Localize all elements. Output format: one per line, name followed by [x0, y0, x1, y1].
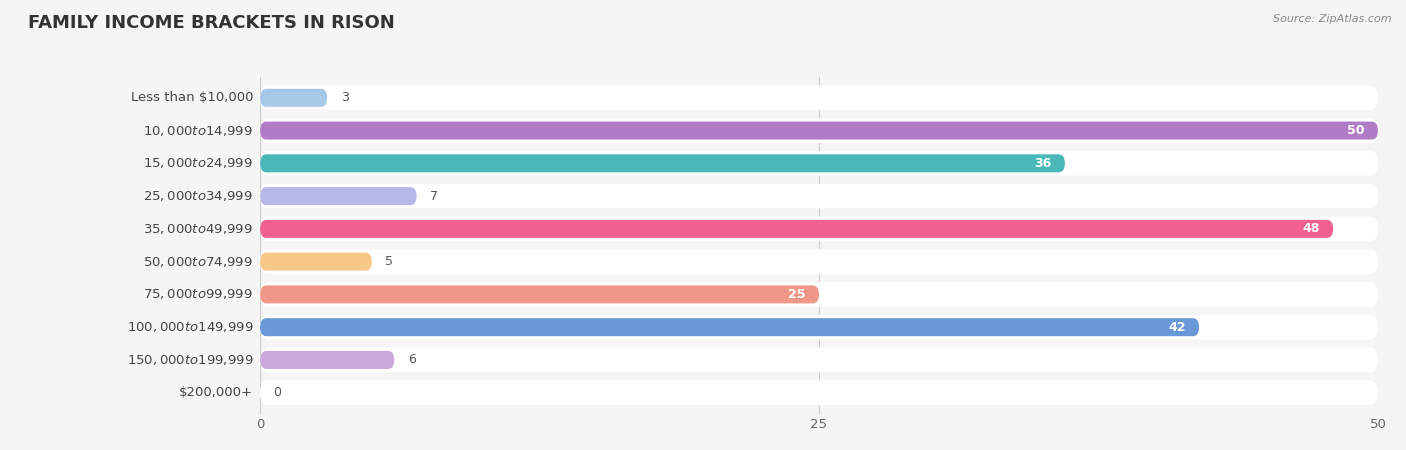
Text: $75,000 to $99,999: $75,000 to $99,999: [143, 288, 253, 302]
FancyBboxPatch shape: [260, 220, 1333, 238]
FancyBboxPatch shape: [260, 315, 1378, 339]
FancyBboxPatch shape: [260, 151, 1378, 176]
FancyBboxPatch shape: [260, 380, 1378, 405]
FancyBboxPatch shape: [260, 252, 371, 270]
Text: $10,000 to $14,999: $10,000 to $14,999: [143, 124, 253, 138]
FancyBboxPatch shape: [260, 282, 1378, 307]
Text: 25: 25: [789, 288, 806, 301]
FancyBboxPatch shape: [260, 285, 818, 303]
Text: $200,000+: $200,000+: [179, 386, 253, 399]
Text: $100,000 to $149,999: $100,000 to $149,999: [127, 320, 253, 334]
Text: 48: 48: [1302, 222, 1320, 235]
Text: 50: 50: [1347, 124, 1364, 137]
FancyBboxPatch shape: [260, 89, 328, 107]
FancyBboxPatch shape: [260, 351, 394, 369]
Text: $50,000 to $74,999: $50,000 to $74,999: [143, 255, 253, 269]
FancyBboxPatch shape: [260, 318, 1199, 336]
FancyBboxPatch shape: [260, 348, 1378, 372]
Text: $35,000 to $49,999: $35,000 to $49,999: [143, 222, 253, 236]
Text: $15,000 to $24,999: $15,000 to $24,999: [143, 156, 253, 171]
FancyBboxPatch shape: [260, 154, 1064, 172]
FancyBboxPatch shape: [260, 216, 1378, 241]
Text: $150,000 to $199,999: $150,000 to $199,999: [127, 353, 253, 367]
Text: 36: 36: [1035, 157, 1052, 170]
Text: 3: 3: [340, 91, 349, 104]
FancyBboxPatch shape: [260, 187, 416, 205]
Text: FAMILY INCOME BRACKETS IN RISON: FAMILY INCOME BRACKETS IN RISON: [28, 14, 395, 32]
FancyBboxPatch shape: [260, 184, 1378, 208]
Text: 7: 7: [430, 189, 439, 202]
FancyBboxPatch shape: [260, 122, 1378, 140]
Text: 6: 6: [408, 353, 416, 366]
Text: $25,000 to $34,999: $25,000 to $34,999: [143, 189, 253, 203]
Text: 42: 42: [1168, 321, 1185, 333]
Text: Less than $10,000: Less than $10,000: [131, 91, 253, 104]
FancyBboxPatch shape: [260, 118, 1378, 143]
FancyBboxPatch shape: [260, 249, 1378, 274]
Text: Source: ZipAtlas.com: Source: ZipAtlas.com: [1274, 14, 1392, 23]
Text: 5: 5: [385, 255, 394, 268]
Text: 0: 0: [274, 386, 281, 399]
FancyBboxPatch shape: [260, 86, 1378, 110]
